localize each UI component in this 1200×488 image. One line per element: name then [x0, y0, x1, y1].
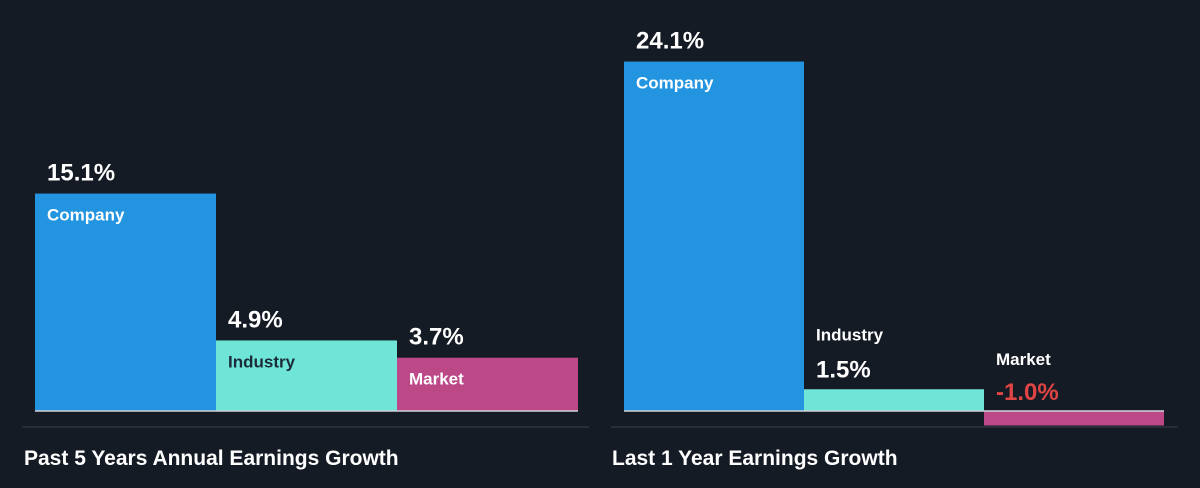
last-1-year-category-label-market: Market: [996, 350, 1051, 369]
past-5-years-category-label-company: Company: [47, 206, 125, 225]
past-5-years-category-label-industry: Industry: [228, 352, 296, 371]
past-5-years-value-label-market: 3.7%: [409, 324, 464, 351]
past-5-years-category-label-market: Market: [409, 370, 464, 389]
last-1-year-bar-company: [624, 61, 804, 412]
last-1-year-value-label-industry: 1.5%: [816, 356, 871, 383]
past-5-years-bar-market: [397, 357, 578, 411]
last-1-year-category-label-company: Company: [636, 74, 714, 93]
past-5-years-chart-title: Past 5 Years Annual Earnings Growth: [24, 447, 399, 470]
last-1-year-value-label-company: 24.1%: [636, 28, 704, 55]
last-1-year-chart-title: Last 1 Year Earnings Growth: [612, 447, 898, 470]
last-1-year-category-label-industry: Industry: [816, 325, 884, 344]
past-5-years-bar-company: [35, 193, 216, 411]
last-1-year-value-label-market: -1.0%: [996, 379, 1059, 406]
last-1-year-bar-market: [984, 411, 1164, 426]
past-5-years-value-label-company: 15.1%: [47, 160, 115, 187]
last-1-year-bar-industry: [804, 389, 984, 411]
past-5-years-bar-industry: [216, 340, 397, 411]
past-5-years-value-label-industry: 4.9%: [228, 306, 283, 333]
